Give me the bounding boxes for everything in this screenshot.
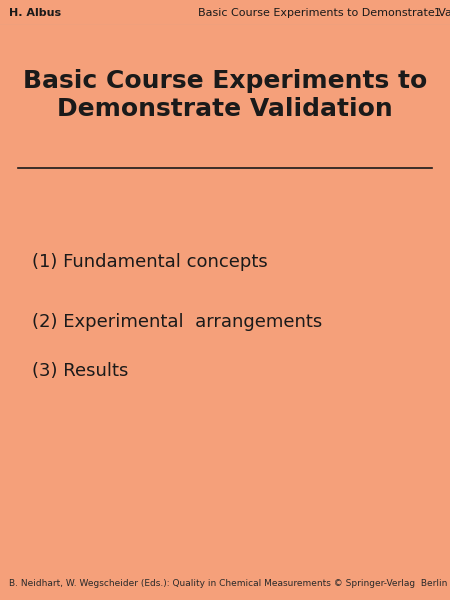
Text: B. Neidhart, W. Wegscheider (Eds.): Quality in Chemical Measurements © Springer-: B. Neidhart, W. Wegscheider (Eds.): Qual… xyxy=(9,579,450,588)
Text: Basic Course Experiments to
Demonstrate Validation: Basic Course Experiments to Demonstrate … xyxy=(23,69,427,121)
Text: (1) Fundamental concepts: (1) Fundamental concepts xyxy=(32,253,267,271)
Text: (3) Results: (3) Results xyxy=(32,362,128,380)
Text: (2) Experimental  arrangements: (2) Experimental arrangements xyxy=(32,313,322,331)
Text: Basic Course Experiments to Demonstrate Validation: Basic Course Experiments to Demonstrate … xyxy=(198,8,450,17)
Text: H. Albus: H. Albus xyxy=(9,8,61,17)
Text: 1: 1 xyxy=(434,8,441,17)
